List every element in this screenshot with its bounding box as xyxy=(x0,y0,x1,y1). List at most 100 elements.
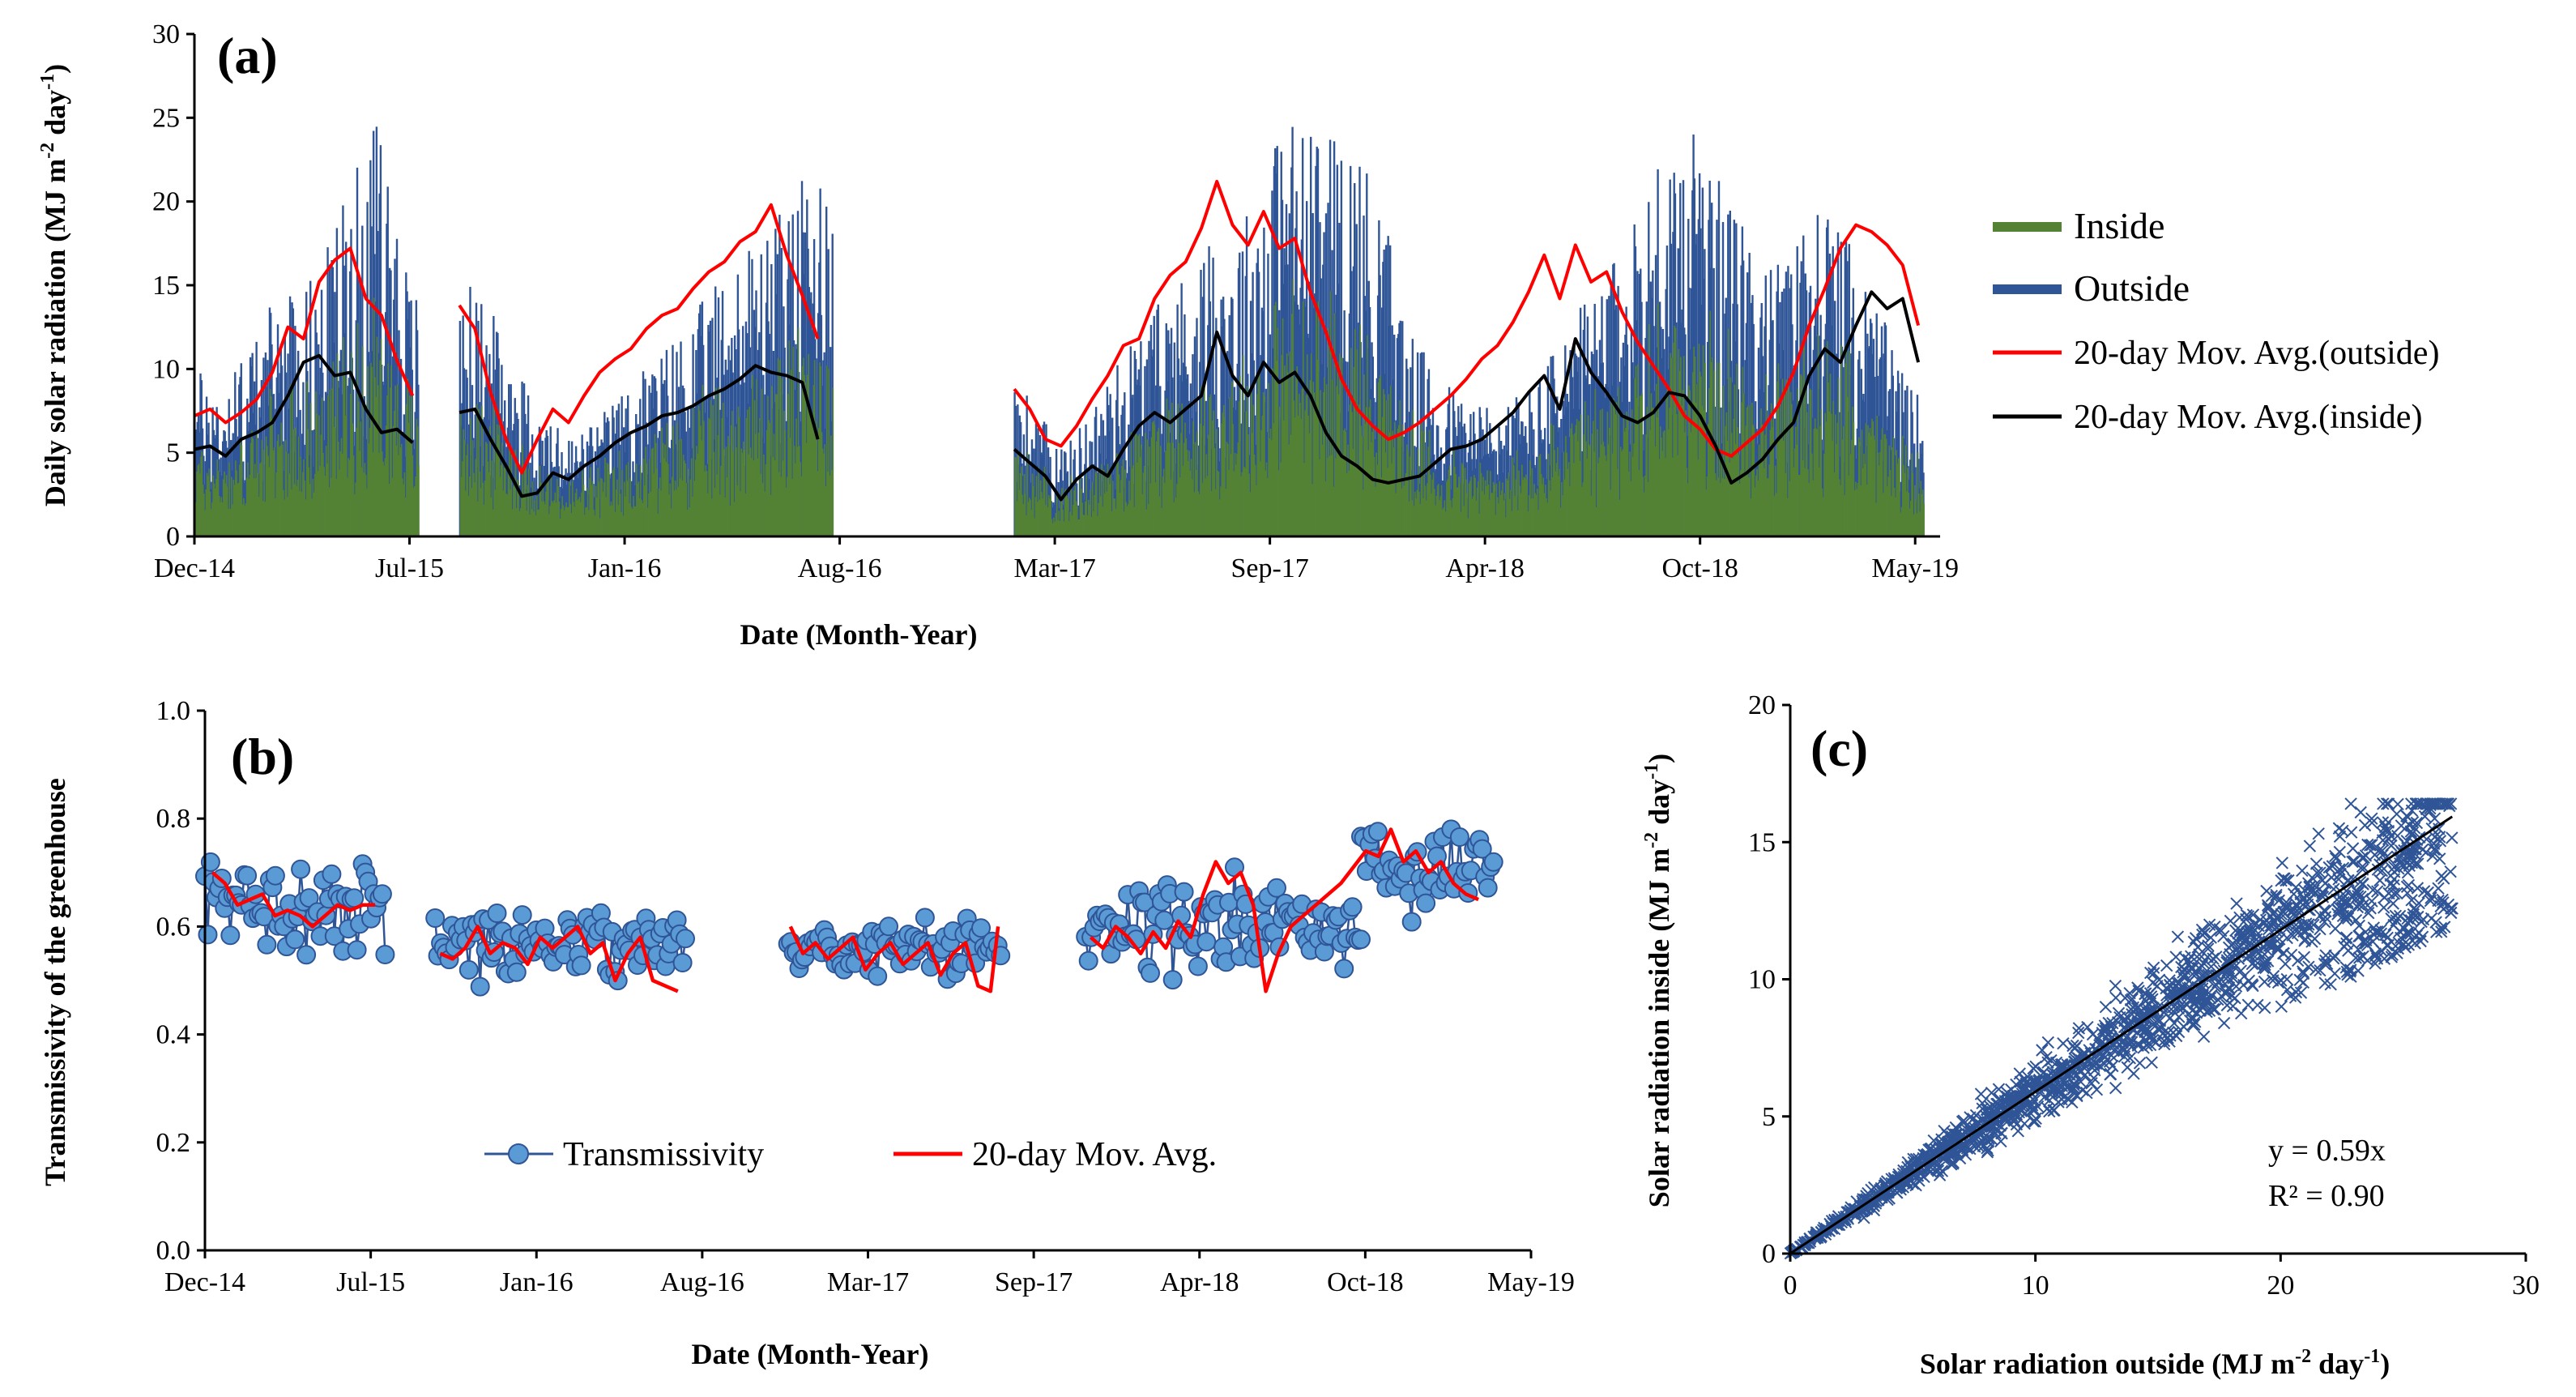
scatter-point xyxy=(2359,925,2372,939)
scatter-point xyxy=(2389,909,2403,923)
scatter-point xyxy=(2211,969,2224,982)
scatter-point xyxy=(2391,797,2404,811)
scatter-point xyxy=(2270,921,2284,934)
scatter-point xyxy=(2096,1023,2110,1036)
scatter-point xyxy=(2146,976,2160,989)
panel-b-x-axis-label: Date (Month-Year) xyxy=(692,1338,929,1370)
scatter-point xyxy=(1893,1170,1906,1184)
y-tick-label: 0.4 xyxy=(156,1020,191,1050)
scatter-point xyxy=(2230,897,2243,910)
scatter-point xyxy=(2393,909,2407,923)
fit-line xyxy=(1789,815,2454,1255)
panel-b-y-ticks: 0.0 0.2 0.4 0.6 0.8 1.0 xyxy=(156,696,205,1266)
scatter-point xyxy=(2400,926,2414,940)
panel-c-x-axis-label: Solar radiation outside (MJ m-2 day-1) xyxy=(1920,1346,2390,1380)
scatter-point xyxy=(2410,816,2424,830)
transmissivity-point xyxy=(672,953,693,972)
transmissivity-point xyxy=(1449,827,1469,847)
scatter-point xyxy=(2233,911,2246,925)
scatter-point xyxy=(2123,1052,2137,1065)
scatter-point xyxy=(2405,804,2419,818)
scatter-point xyxy=(2236,927,2250,941)
scatter-point xyxy=(2029,1060,2042,1074)
panel-b-plot-area xyxy=(195,819,1503,997)
scatter-point xyxy=(2290,898,2303,911)
series-avg-line xyxy=(788,925,1000,993)
transmissivity-point xyxy=(1334,959,1354,979)
scatter-point xyxy=(2339,896,2352,909)
scatter-point xyxy=(2336,909,2350,923)
scatter-point xyxy=(2104,1068,2117,1081)
scatter-point xyxy=(2197,1030,2211,1044)
scatter-point xyxy=(1922,1143,1935,1156)
scatter-point xyxy=(2158,1037,2171,1051)
scatter-point xyxy=(2089,1042,2102,1056)
scatter-point xyxy=(2010,1117,2024,1131)
scatter-point xyxy=(2090,1083,2104,1096)
scatter-point xyxy=(2325,871,2338,884)
scatter-point xyxy=(2390,946,2403,959)
scatter-point xyxy=(1860,1193,1874,1206)
legend-avg-outside-label: 20-day Mov. Avg.(outside) xyxy=(2074,335,2439,372)
transmissivity-point xyxy=(571,955,591,976)
panel-a-y-axis-label: Daily solar radiation (MJ m-2 day-1) xyxy=(37,64,71,506)
scatter-point xyxy=(2365,895,2378,908)
x-tick-label: 10 xyxy=(2022,1271,2049,1301)
scatter-point xyxy=(2322,861,2335,874)
scatter-point xyxy=(2067,1079,2080,1092)
scatter-point xyxy=(2429,916,2442,929)
scatter-point xyxy=(2130,1026,2143,1039)
panel-c-y-ticks: 0 5 10 15 20 xyxy=(1748,690,1790,1269)
scatter-point xyxy=(2408,904,2422,917)
scatter-point xyxy=(2071,1089,2083,1103)
scatter-point xyxy=(2132,985,2145,998)
scatter-point xyxy=(1885,1177,1899,1190)
fit-equation: y = 0.59x xyxy=(2268,1134,2386,1168)
scatter-point xyxy=(2057,1036,2070,1050)
x-tick-label: 20 xyxy=(2267,1271,2294,1301)
x-tick-label: Jul-15 xyxy=(336,1267,405,1297)
scatter-point xyxy=(2109,1081,2122,1095)
scatter-point xyxy=(2328,967,2341,980)
transmissivity-point xyxy=(676,929,695,949)
scatter-point xyxy=(2280,874,2292,887)
scatter-point xyxy=(2259,913,2273,927)
scatter-point xyxy=(2224,947,2237,961)
scatter-point xyxy=(2399,941,2412,954)
y-tick-label: 0.2 xyxy=(156,1128,191,1158)
x-tick-label: Jul-15 xyxy=(375,553,444,583)
scatter-point xyxy=(2371,863,2385,876)
transmissivity-point xyxy=(1478,878,1498,898)
scatter-point xyxy=(2352,886,2365,899)
scatter-point xyxy=(2048,1104,2061,1117)
scatter-point xyxy=(2425,797,2439,810)
scatter-point xyxy=(2143,987,2157,1000)
scatter-point xyxy=(2428,831,2442,844)
scatter-point xyxy=(1921,1147,1934,1161)
scatter-point xyxy=(2300,917,2313,930)
scatter-point xyxy=(2135,1011,2148,1024)
scatter-point xyxy=(2393,925,2406,938)
scatter-point xyxy=(2220,985,2233,998)
scatter-point xyxy=(1931,1164,1945,1177)
scatter-point xyxy=(2244,925,2257,938)
scatter-point xyxy=(2116,1036,2130,1049)
y-tick-label: 1.0 xyxy=(156,696,191,726)
scatter-point xyxy=(2271,940,2284,954)
scatter-point xyxy=(2384,869,2397,882)
scatter-point xyxy=(2405,894,2418,907)
series-avg-outside-line xyxy=(1013,179,1921,458)
scatter-point xyxy=(2261,955,2275,968)
scatter-point xyxy=(2318,915,2331,929)
scatter-point xyxy=(2070,1039,2083,1053)
series-avg-line xyxy=(1089,827,1479,993)
transmissivity-point xyxy=(879,916,898,937)
scatter-point xyxy=(2395,819,2408,832)
scatter-point xyxy=(2377,797,2390,810)
y-tick-label: 0.0 xyxy=(156,1236,191,1266)
scatter-point xyxy=(2354,805,2367,819)
panel-b: 0.0 0.2 0.4 0.6 0.8 1.0 Dec-14 Jul-15 Jan-16 Aug… xyxy=(39,696,1575,1370)
series-inside-daily xyxy=(194,279,1925,536)
scatter-point xyxy=(2106,1059,2119,1073)
panel-a-legend: Inside Outside 20-day Mov. Avg.(outside)… xyxy=(1993,205,2439,436)
